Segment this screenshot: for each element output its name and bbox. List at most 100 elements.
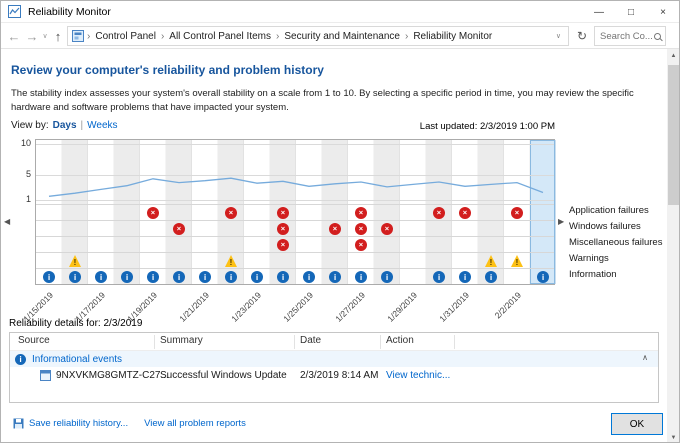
ok-button[interactable]: OK	[611, 413, 663, 435]
breadcrumb-item[interactable]: Control Panel	[95, 30, 156, 42]
info-icon[interactable]: i	[147, 271, 159, 283]
last-updated: Last updated: 2/3/2019 1:00 PM	[419, 121, 555, 132]
column-header-action[interactable]: Action	[386, 335, 414, 346]
table-row[interactable]: 9NXVKMG8GMTZ-C27... Successful Windows Up…	[10, 367, 658, 385]
info-icon[interactable]: i	[43, 271, 55, 283]
chart-day-column[interactable]	[296, 140, 322, 284]
info-icon[interactable]: i	[303, 271, 315, 283]
back-icon[interactable]: ←	[7, 28, 21, 44]
scroll-up-icon[interactable]: ▲	[670, 52, 677, 59]
info-icon[interactable]: i	[537, 271, 549, 283]
breadcrumb-separator-icon[interactable]: ›	[276, 30, 280, 42]
minimize-icon[interactable]: —	[594, 6, 604, 18]
maximize-icon[interactable]: □	[627, 6, 635, 18]
app-icon	[8, 5, 21, 18]
info-icon[interactable]: i	[225, 271, 237, 283]
details-table: Source Summary Date Action i Information…	[9, 332, 659, 403]
chart-day-column[interactable]	[530, 140, 556, 284]
cell-action-link[interactable]: View technic...	[386, 370, 451, 381]
info-icon[interactable]: i	[173, 271, 185, 283]
details-table-header: Source Summary Date Action	[10, 333, 658, 351]
error-icon[interactable]: ×	[277, 239, 289, 251]
scroll-right-icon[interactable]: ▶	[558, 217, 565, 226]
chart-day-column[interactable]	[322, 140, 348, 284]
error-icon[interactable]: ×	[355, 207, 367, 219]
info-icon[interactable]: i	[251, 271, 263, 283]
error-icon[interactable]: ×	[329, 223, 341, 235]
warning-icon[interactable]: !	[511, 255, 523, 267]
close-icon[interactable]: ×	[660, 6, 666, 18]
breadcrumb-item[interactable]: Security and Maintenance	[284, 30, 400, 42]
chart-day-column[interactable]	[166, 140, 192, 284]
chart-day-column[interactable]	[374, 140, 400, 284]
recent-locations-icon[interactable]: ∨	[42, 33, 48, 40]
chart-day-column[interactable]	[114, 140, 140, 284]
group-label: Informational events	[32, 353, 123, 365]
chart-day-column[interactable]	[88, 140, 114, 284]
column-header-summary[interactable]: Summary	[160, 335, 203, 346]
error-icon[interactable]: ×	[225, 207, 237, 219]
error-icon[interactable]: ×	[433, 207, 445, 219]
breadcrumb-item[interactable]: Reliability Monitor	[413, 30, 493, 42]
gridline-1	[36, 200, 554, 201]
y-tick-1: 1	[25, 194, 31, 204]
refresh-icon[interactable]: ↻	[576, 29, 588, 43]
view-by-days[interactable]: Days	[52, 120, 77, 131]
save-icon	[13, 418, 24, 429]
stability-line-chart	[48, 177, 544, 197]
save-reliability-history-link[interactable]: Save reliability history...	[13, 418, 128, 429]
error-icon[interactable]: ×	[277, 223, 289, 235]
error-icon[interactable]: ×	[355, 239, 367, 251]
chart-day-column[interactable]	[244, 140, 270, 284]
error-icon[interactable]: ×	[459, 207, 471, 219]
search-input[interactable]	[598, 29, 654, 43]
info-icon[interactable]: i	[433, 271, 445, 283]
view-all-problem-reports-link[interactable]: View all problem reports	[144, 418, 246, 429]
info-icon[interactable]: i	[485, 271, 497, 283]
warning-icon[interactable]: !	[69, 255, 81, 267]
address-dropdown-icon[interactable]: ∨	[555, 33, 561, 40]
error-icon[interactable]: ×	[173, 223, 185, 235]
error-icon[interactable]: ×	[277, 207, 289, 219]
breadcrumb-separator-icon[interactable]: ›	[160, 30, 165, 42]
chart-day-column[interactable]	[400, 140, 426, 284]
info-icon[interactable]: i	[199, 271, 211, 283]
info-icon[interactable]: i	[355, 271, 367, 283]
error-icon[interactable]: ×	[355, 223, 367, 235]
scroll-left-icon[interactable]: ◀	[4, 217, 11, 226]
scrollbar-thumb[interactable]	[668, 65, 679, 205]
up-icon[interactable]: ↑	[54, 28, 62, 44]
column-header-source[interactable]: Source	[18, 335, 50, 346]
info-icon[interactable]: i	[459, 271, 471, 283]
titlebar: Reliability Monitor — □ ×	[1, 1, 679, 23]
address-bar[interactable]: › Control Panel › All Control Panel Items ›…	[67, 26, 569, 46]
chart-day-column[interactable]	[36, 140, 62, 284]
collapse-group-icon[interactable]: ∧	[642, 353, 648, 362]
forward-icon[interactable]: →	[25, 28, 39, 44]
error-icon[interactable]: ×	[381, 223, 393, 235]
vertical-scrollbar[interactable]: ▲ ▼	[667, 49, 679, 442]
legend-error-label: Application failures	[569, 205, 649, 216]
save-link-label: Save reliability history...	[29, 418, 129, 429]
error-icon[interactable]: ×	[147, 207, 159, 219]
view-link-label: View all problem reports	[144, 418, 246, 429]
navigation-bar: ← → ∨ ↑ › Control Panel › All Control Pane…	[1, 23, 679, 49]
info-icon[interactable]: i	[329, 271, 341, 283]
info-icon[interactable]: i	[381, 271, 393, 283]
event-row: × ×	[36, 236, 554, 252]
chart-day-column[interactable]	[192, 140, 218, 284]
info-icon[interactable]: i	[69, 271, 81, 283]
view-by-weeks[interactable]: Weeks	[87, 120, 118, 131]
info-icon[interactable]: i	[121, 271, 133, 283]
breadcrumb-separator-icon[interactable]: ›	[404, 30, 409, 42]
cell-summary: Successful Windows Update	[160, 370, 287, 381]
warning-icon[interactable]: !	[225, 255, 237, 267]
info-icon[interactable]: i	[95, 271, 107, 283]
group-row-informational-events[interactable]: i Informational events ∧	[10, 351, 658, 367]
warning-icon[interactable]: !	[485, 255, 497, 267]
scroll-down-icon[interactable]: ▼	[670, 434, 677, 441]
breadcrumb-item[interactable]: All Control Panel Items	[169, 30, 271, 42]
info-icon[interactable]: i	[277, 271, 289, 283]
error-icon[interactable]: ×	[511, 207, 523, 219]
column-header-date[interactable]: Date	[300, 335, 322, 346]
